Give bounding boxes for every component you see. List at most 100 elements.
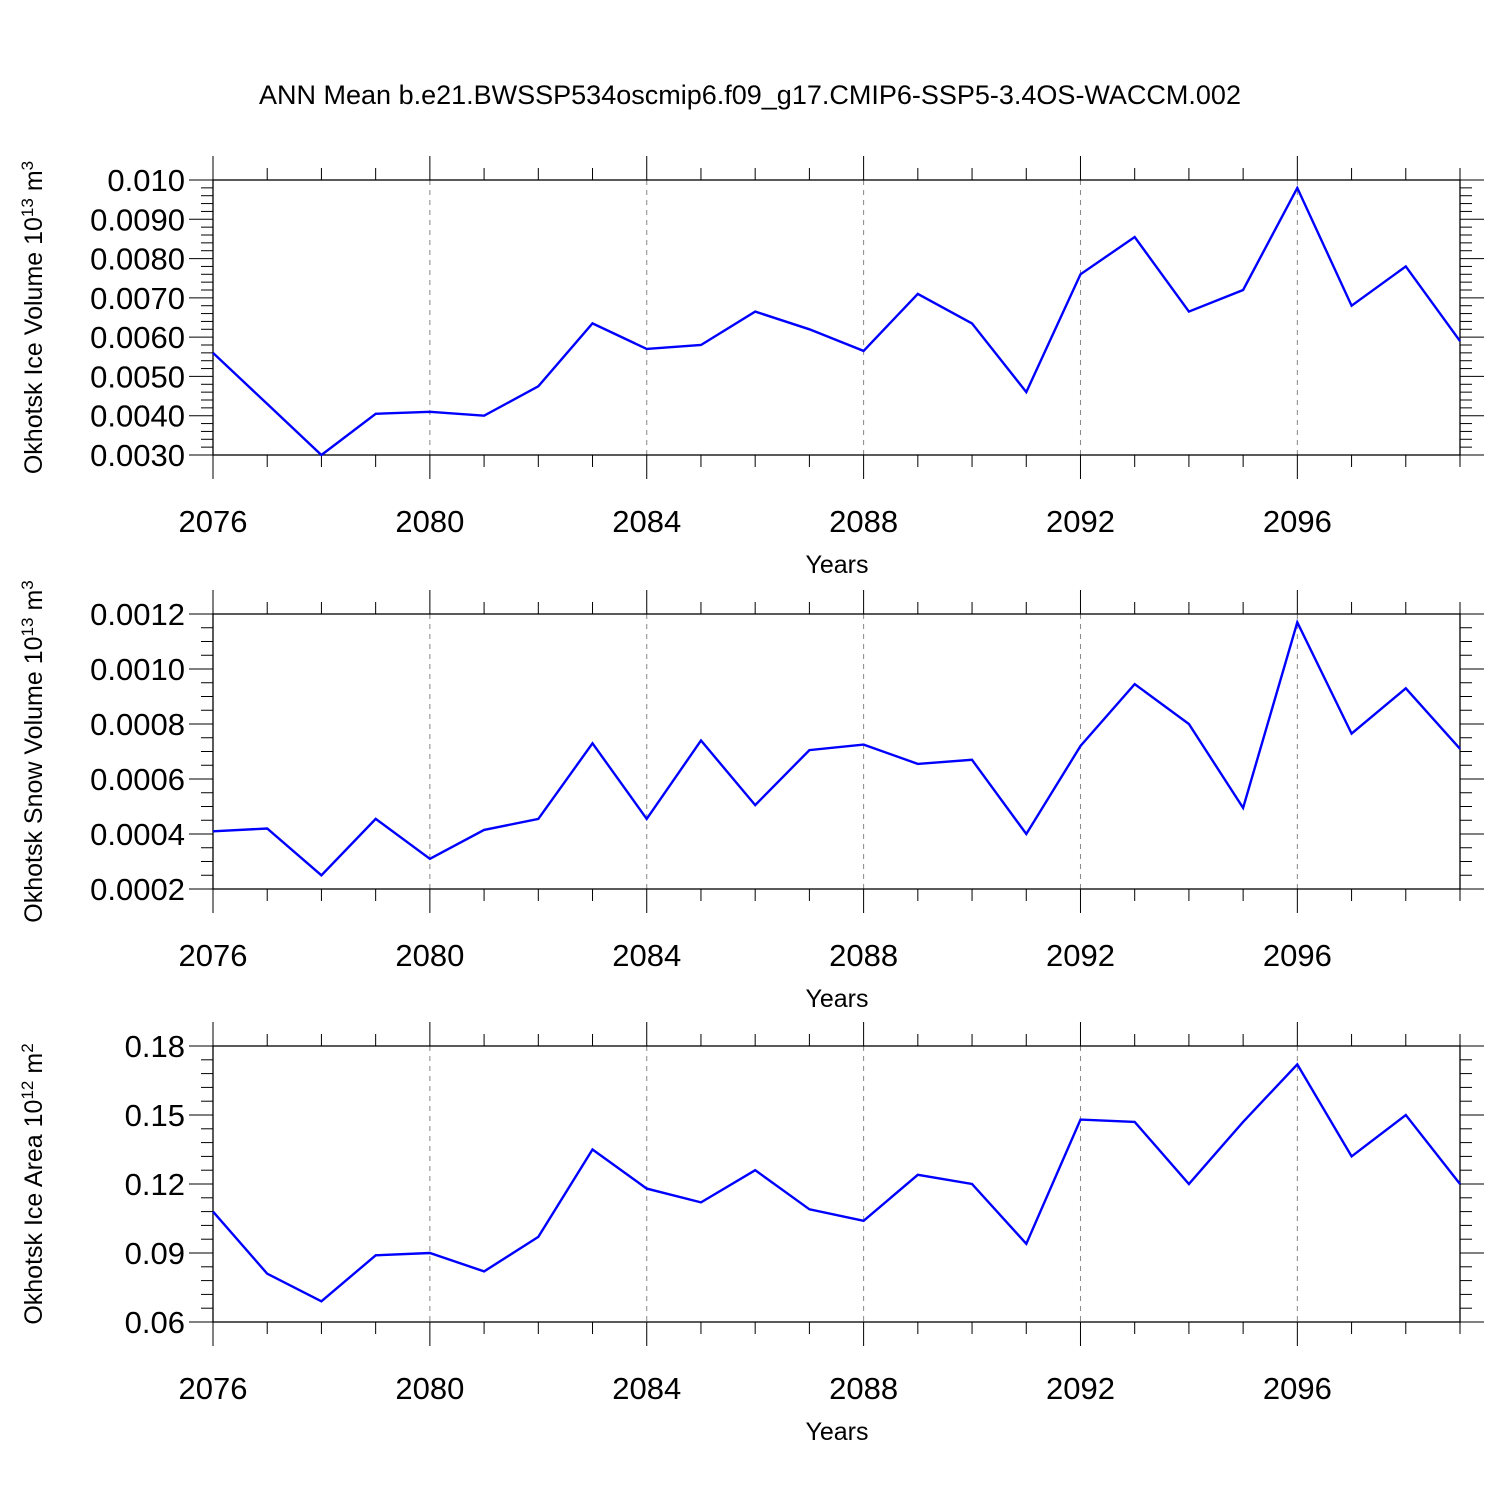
data-point xyxy=(1187,1182,1191,1186)
data-point xyxy=(536,1235,540,1239)
x-tick-label: 2088 xyxy=(829,504,898,539)
data-point xyxy=(699,739,703,743)
data-point xyxy=(1133,235,1137,239)
data-point xyxy=(862,349,866,353)
data-point xyxy=(1350,1154,1354,1158)
x-tick-label: 2084 xyxy=(612,504,681,539)
y-tick-label: 0.0070 xyxy=(90,281,185,316)
data-point xyxy=(482,414,486,418)
data-point xyxy=(1241,1120,1245,1124)
y-tick-label: 0.18 xyxy=(125,1029,185,1064)
data-point xyxy=(970,758,974,762)
data-point xyxy=(1458,339,1462,343)
x-axis-label: Years xyxy=(805,551,868,579)
data-point xyxy=(970,1182,974,1186)
data-point xyxy=(862,1219,866,1223)
data-point xyxy=(1404,264,1408,268)
y-tick-label: 0.09 xyxy=(125,1236,185,1271)
data-point xyxy=(1187,310,1191,314)
data-point xyxy=(211,829,215,833)
data-point xyxy=(1078,272,1082,276)
y-tick-label: 0.06 xyxy=(125,1305,185,1340)
y-tick-label: 0.0004 xyxy=(90,817,185,852)
x-tick-label: 2096 xyxy=(1263,938,1332,973)
x-tick-label: 2092 xyxy=(1046,504,1115,539)
y-axis-label-suffix: m xyxy=(20,590,48,611)
data-point xyxy=(319,873,323,877)
y-tick-label: 0.0012 xyxy=(90,597,185,632)
data-point xyxy=(1241,288,1245,292)
y-axis-label-text: Okhotsk Ice Volume xyxy=(20,252,48,474)
x-tick-label: 2092 xyxy=(1046,1371,1115,1406)
data-point xyxy=(862,743,866,747)
y-tick-label: 0.0008 xyxy=(90,707,185,742)
data-point xyxy=(1458,747,1462,751)
data-point xyxy=(1133,1120,1137,1124)
x-tick-label: 2076 xyxy=(179,504,248,539)
y-axis-label-exponent: 13 xyxy=(18,198,37,217)
y-axis-label-unit: 10 xyxy=(20,217,48,245)
data-point xyxy=(807,748,811,752)
data-point xyxy=(265,827,269,831)
series-line xyxy=(212,618,1461,877)
data-point xyxy=(699,343,703,347)
y-tick-label: 0.0060 xyxy=(90,320,185,355)
data-point xyxy=(753,803,757,807)
data-point xyxy=(536,817,540,821)
x-tick-label: 2084 xyxy=(612,938,681,973)
y-tick-label: 0.15 xyxy=(125,1098,185,1133)
data-point xyxy=(374,412,378,416)
y-tick-label: 0.0010 xyxy=(90,652,185,687)
data-point xyxy=(807,1207,811,1211)
data-point xyxy=(1024,832,1028,836)
data-point xyxy=(1078,1118,1082,1122)
panels: 2076 2080 2084 2088 2092 2096 0.0030 0.0040 0.00… xyxy=(18,156,1484,1446)
data-point xyxy=(374,1253,378,1257)
data-point xyxy=(645,817,649,821)
data-point xyxy=(645,1187,649,1191)
x-tick-label: 2076 xyxy=(179,1371,248,1406)
y-axis-label-unit: 10 xyxy=(20,1100,48,1128)
data-point xyxy=(699,1200,703,1204)
x-tick-label: 2092 xyxy=(1046,938,1115,973)
data-point xyxy=(645,347,649,351)
data-point xyxy=(1458,1182,1462,1186)
data-point xyxy=(1404,686,1408,690)
data-point xyxy=(1350,732,1354,736)
panel-2: 2076 2080 2084 2088 2092 2096 0.0002 0.0004 0.00… xyxy=(18,580,1484,1013)
y-axis-label-suffix-exponent: 2 xyxy=(18,1043,37,1052)
data-point xyxy=(1187,722,1191,726)
data-point xyxy=(265,1272,269,1276)
x-tick-label: 2096 xyxy=(1263,1371,1332,1406)
panel-3: 2076 2080 2084 2088 2092 2096 0.06 0.09 0.12 0.15… xyxy=(18,1022,1484,1446)
x-tick-label: 2096 xyxy=(1263,504,1332,539)
x-tick-label: 2080 xyxy=(395,938,464,973)
data-point xyxy=(319,1299,323,1303)
data-point xyxy=(265,402,269,406)
x-tick-label: 2076 xyxy=(179,938,248,973)
data-point xyxy=(753,310,757,314)
data-point xyxy=(428,410,432,414)
panel-1: 2076 2080 2084 2088 2092 2096 0.0030 0.0040 0.00… xyxy=(18,156,1484,579)
data-point xyxy=(591,321,595,325)
data-point xyxy=(482,828,486,832)
x-axis-label: Years xyxy=(805,985,868,1013)
figure-title: ANN Mean b.e21.BWSSP534oscmip6.f09_g17.C… xyxy=(259,80,1241,110)
y-tick-label: 0.0030 xyxy=(90,438,185,473)
data-point xyxy=(970,321,974,325)
y-axis-label-text: Okhotsk Snow Volume xyxy=(20,671,48,923)
x-tick-label: 2080 xyxy=(395,1371,464,1406)
x-tick-label: 2088 xyxy=(829,938,898,973)
y-axis-label-suffix: m xyxy=(20,170,48,191)
y-tick-label: 0.0002 xyxy=(90,872,185,907)
data-point xyxy=(807,327,811,331)
x-tick-label: 2080 xyxy=(395,504,464,539)
y-tick-label: 0.0090 xyxy=(90,202,185,237)
y-tick-label: 0.0080 xyxy=(90,242,185,277)
data-point xyxy=(1133,682,1137,686)
data-point xyxy=(753,1168,757,1172)
y-axis-label-exponent: 12 xyxy=(18,1081,37,1100)
y-axis-label-suffix-exponent: 3 xyxy=(18,580,37,589)
